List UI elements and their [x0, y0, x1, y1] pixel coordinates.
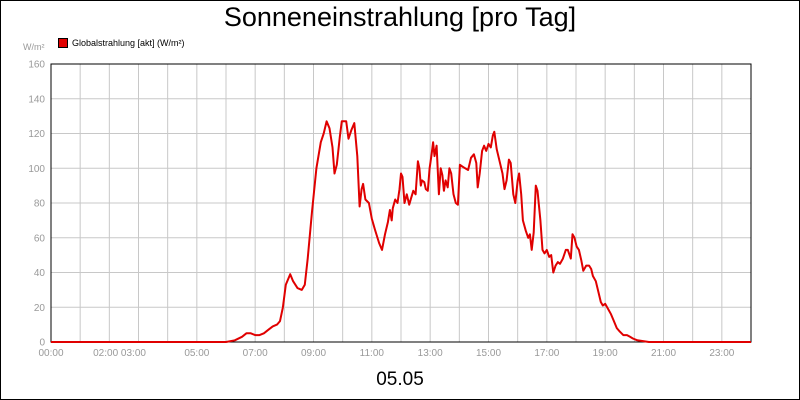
- x-tick-label: 19:00: [593, 348, 618, 359]
- grid: [51, 64, 751, 342]
- y-tick-label: 40: [34, 268, 46, 279]
- y-tick-label: 20: [34, 303, 46, 314]
- x-tick-label: 15:00: [476, 348, 501, 359]
- x-tick-label: 21:00: [651, 348, 676, 359]
- x-tick-label: 11:00: [360, 348, 385, 359]
- x-tick-label: 17:00: [534, 348, 559, 359]
- plot-area: [50, 63, 752, 343]
- y-axis-ticks: 0 20 40 60 80 100 120 140 160: [28, 60, 45, 349]
- y-tick-label: 140: [28, 94, 45, 105]
- y-tick-label: 80: [34, 199, 46, 210]
- series-line-globalstrahlung: [51, 120, 751, 343]
- x-tick-label: 23:00: [709, 348, 734, 359]
- x-axis-date-label: 05.05: [376, 369, 424, 390]
- x-tick-label: 05:00: [184, 348, 209, 359]
- x-tick-label: 00:00: [38, 348, 63, 359]
- y-tick-label: 160: [28, 60, 45, 71]
- y-tick-label: 0: [39, 338, 45, 349]
- legend: Globalstrahlung [akt] (W/m²): [58, 38, 185, 48]
- x-tick-label: 13:00: [418, 348, 443, 359]
- legend-label: Globalstrahlung [akt] (W/m²): [72, 38, 185, 48]
- y-tick-label: 60: [34, 233, 46, 244]
- chart-title: Sonneneinstrahlung [pro Tag]: [223, 2, 577, 32]
- y-axis-label: W/m²: [23, 42, 45, 52]
- y-tick-label: 120: [28, 129, 45, 140]
- x-axis-ticks: 00:00 02:00 03:00 05:00 07:00 09:00 11:00 13:0…: [38, 348, 734, 359]
- x-tick-label: 02:00 03:00: [93, 348, 146, 359]
- x-tick-label: 09:00: [301, 348, 326, 359]
- y-tick-label: 100: [28, 164, 45, 175]
- x-tick-label: 07:00: [243, 348, 268, 359]
- legend-swatch: [58, 38, 68, 48]
